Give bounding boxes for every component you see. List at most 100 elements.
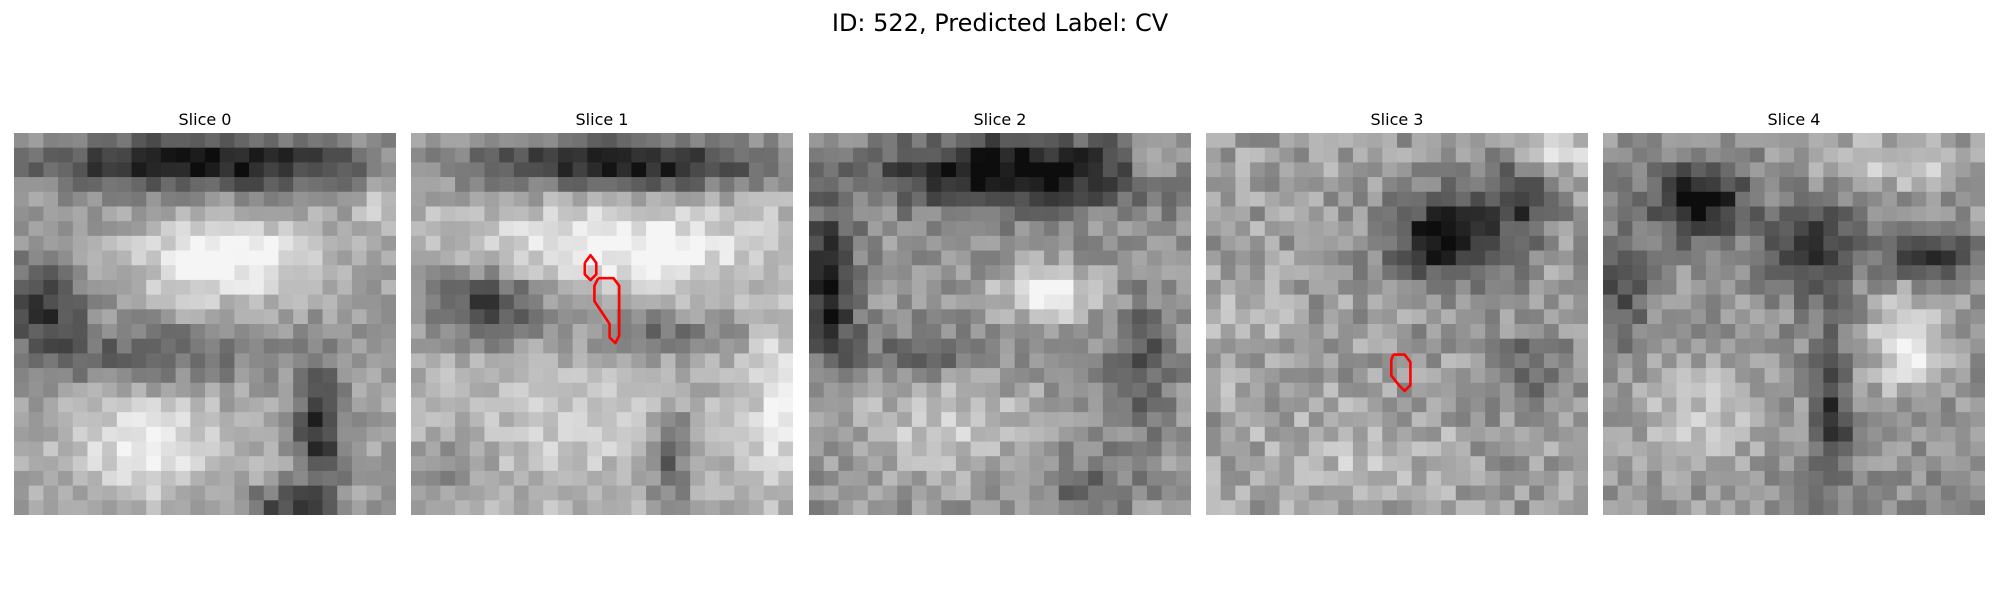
pixel-cell	[1470, 133, 1486, 149]
pixel-cell	[1926, 324, 1942, 340]
pixel-cell	[278, 441, 294, 457]
pixel-cell	[1294, 147, 1310, 163]
pixel-cell	[469, 177, 486, 193]
pixel-cell	[1088, 324, 1104, 340]
pixel-cell	[1691, 470, 1707, 487]
pixel-cell	[1102, 324, 1119, 340]
pixel-cell	[587, 309, 603, 325]
pixel-cell	[440, 309, 456, 325]
pixel-cell	[160, 221, 177, 237]
pixel-cell	[1764, 368, 1780, 384]
pixel-cell	[748, 426, 765, 443]
pixel-cell	[1867, 279, 1883, 296]
pixel-cell	[1294, 265, 1310, 281]
pixel-cell	[719, 279, 735, 296]
pixel-cell	[897, 191, 913, 208]
pixel-cell	[1882, 279, 1898, 296]
pixel-cell	[1499, 221, 1516, 237]
pixel-cell	[941, 397, 957, 413]
pixel-cell	[1323, 338, 1339, 354]
pixel-cell	[1426, 397, 1442, 413]
pixel-cell	[28, 441, 44, 457]
pixel-cell	[366, 265, 382, 281]
pixel-cell	[455, 147, 471, 163]
pixel-cell	[1455, 279, 1472, 296]
pixel-cell	[867, 397, 884, 413]
pixel-cell	[1382, 309, 1398, 325]
pixel-cell	[160, 470, 177, 487]
pixel-cell	[1426, 426, 1442, 443]
pixel-cell	[1911, 485, 1927, 501]
pixel-cell	[72, 191, 89, 208]
pixel-cell	[1058, 206, 1075, 222]
pixel-cell	[1514, 485, 1530, 501]
pixel-cell	[425, 412, 441, 428]
pixel-cell	[1470, 368, 1486, 384]
pixel-cell	[809, 485, 825, 501]
pixel-cell	[809, 470, 825, 487]
pixel-cell	[763, 456, 779, 472]
pixel-cell	[175, 382, 191, 399]
pixel-cell	[1676, 265, 1692, 281]
pixel-cell	[1764, 147, 1780, 163]
pixel-cell	[1000, 309, 1016, 325]
pixel-cell	[543, 235, 559, 252]
pixel-cell	[1485, 382, 1501, 399]
pixel-cell	[1338, 206, 1354, 222]
pixel-cell	[484, 309, 500, 325]
pixel-cell	[838, 441, 854, 457]
pixel-cell	[1779, 426, 1795, 443]
pixel-cell	[1543, 470, 1560, 487]
pixel-cell	[1499, 324, 1516, 340]
pixel-cell	[631, 397, 647, 413]
pixel-cell	[1000, 382, 1016, 399]
pixel-cell	[1117, 279, 1133, 296]
pixel-cell	[381, 309, 396, 325]
pixel-cell	[941, 221, 957, 237]
pixel-cell	[1397, 368, 1413, 384]
pixel-cell	[1514, 368, 1530, 384]
pixel-cell	[1279, 309, 1295, 325]
pixel-cell	[955, 382, 972, 399]
pixel-cell	[1926, 177, 1942, 193]
pixel-cell	[425, 206, 441, 222]
pixel-cell	[528, 500, 544, 515]
pixel-cell	[1367, 338, 1383, 354]
pixel-cell	[43, 133, 59, 149]
pixel-cell	[146, 412, 162, 428]
pixel-cell	[351, 265, 368, 281]
pixel-cell	[293, 309, 309, 325]
pixel-cell	[587, 324, 603, 340]
pixel-cell	[1088, 191, 1104, 208]
pixel-cell	[1000, 338, 1016, 354]
pixel-cell	[513, 324, 530, 340]
pixel-cell	[1661, 324, 1678, 340]
pixel-cell	[1000, 441, 1016, 457]
pixel-cell	[1676, 309, 1692, 325]
pixel-cell	[1176, 265, 1191, 281]
pixel-cell	[1308, 338, 1325, 354]
pixel-cell	[1882, 162, 1898, 178]
pixel-cell	[719, 426, 735, 443]
pixel-cell	[1882, 147, 1898, 163]
pixel-cell	[985, 338, 1001, 354]
pixel-cell	[87, 324, 103, 340]
pixel-cell	[1250, 147, 1266, 163]
pixel-cell	[1661, 397, 1678, 413]
pixel-cell	[484, 500, 500, 515]
pixel-cell	[87, 206, 103, 222]
pixel-cell	[513, 456, 530, 472]
pixel-cell	[381, 221, 396, 237]
pixel-cell	[1338, 485, 1354, 501]
pixel-cell	[955, 221, 972, 237]
pixel-cell	[1735, 426, 1751, 443]
pixel-cell	[1955, 250, 1971, 266]
pixel-cell	[1808, 485, 1824, 501]
pixel-cell	[809, 309, 825, 325]
pixel-cell	[1808, 294, 1824, 310]
pixel-cell	[249, 353, 265, 369]
pixel-cell	[58, 368, 74, 384]
pixel-cell	[704, 309, 721, 325]
pixel-cell	[1764, 265, 1780, 281]
pixel-cell	[704, 500, 721, 515]
